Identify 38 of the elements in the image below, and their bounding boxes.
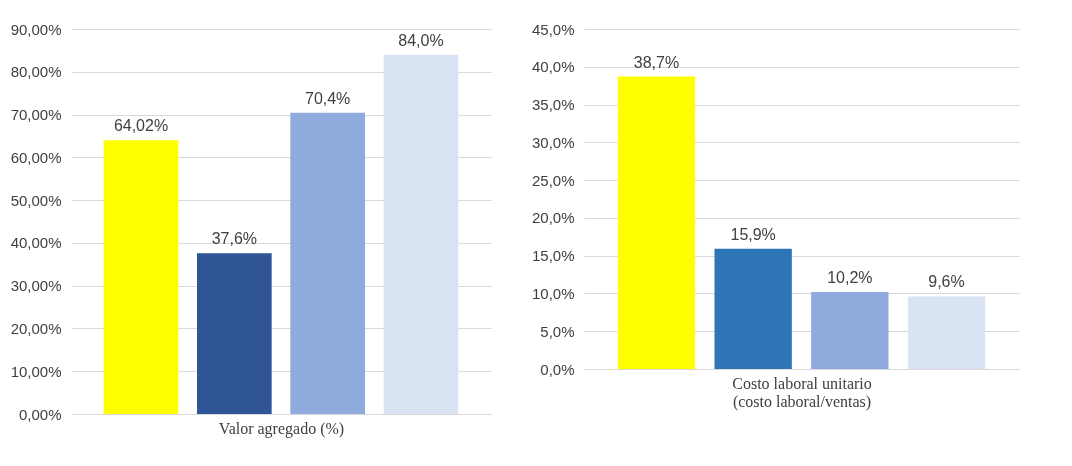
x-axis-title: Valor agregado (%) [218,419,345,438]
y-tick-label: 60,00% [10,148,62,166]
data-label: 84,0% [398,31,444,49]
y-tick-label: 5,0% [540,322,575,340]
data-label: 10,2% [827,268,873,286]
bar [714,248,792,369]
y-tick-label: 20,00% [10,319,62,337]
bar [197,253,272,414]
bar [811,291,889,369]
bar [383,54,459,414]
y-tick-label: 40,0% [531,58,575,76]
y-tick-label: 80,00% [10,63,62,81]
data-label: 15,9% [730,225,776,243]
y-tick-label: 30,0% [531,133,575,151]
x-axis-title: Costo laboral unitario (costo laboral/ventas) [732,374,872,411]
y-tick-label: 20,0% [531,209,575,227]
data-label: 64,02% [113,117,169,135]
y-tick-label: 0,00% [18,405,62,423]
y-tick-label: 45,0% [531,20,575,38]
y-tick-label: 35,0% [531,96,575,114]
data-label: 38,7% [633,53,680,71]
y-tick-label: 70,00% [10,106,62,124]
y-tick-label: 0,0% [540,360,575,378]
y-tick-label: 40,00% [10,234,62,252]
y-tick-label: 30,00% [10,277,62,295]
bar [907,296,986,369]
bar [103,140,179,414]
data-label: 37,6% [211,230,258,248]
data-label: 9,6% [928,273,965,291]
y-tick-label: 10,0% [531,284,575,302]
y-tick-label: 10,00% [10,362,62,380]
y-tick-label: 50,00% [10,191,62,209]
bar [617,76,696,369]
y-tick-label: 15,0% [531,247,575,265]
y-tick-label: 90,00% [10,20,62,38]
bar [290,112,365,414]
data-label: 70,4% [304,89,351,107]
y-tick-label: 25,0% [531,171,575,189]
